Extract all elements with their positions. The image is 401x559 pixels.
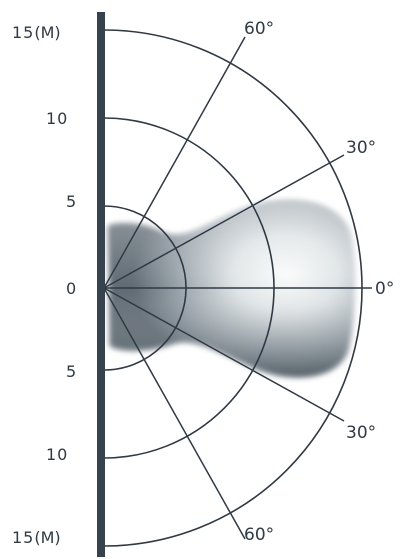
angle-rays: [103, 36, 372, 540]
label-upper-10: 10: [46, 109, 68, 128]
label-angle-lower-30: 30°: [346, 423, 376, 443]
label-lower-10: 10: [46, 445, 68, 464]
label-angle-lower-60: 60°: [244, 525, 274, 545]
label-upper-15: 15(M): [12, 23, 61, 42]
wall-axis-bar: [97, 12, 105, 557]
label-lower-15: 15(M): [12, 528, 61, 547]
label-lower-5: 5: [66, 362, 77, 381]
ray-upper-60: [103, 36, 246, 289]
ray-lower-60: [103, 287, 246, 540]
angle-labels: 60° 30° 0° 30° 60°: [244, 19, 394, 545]
label-angle-upper-30: 30°: [346, 138, 376, 158]
ray-lower-30: [103, 287, 345, 422]
label-angle-zero: 0°: [375, 279, 394, 299]
label-angle-upper-60: 60°: [244, 19, 274, 39]
distance-labels: 15(M) 10 5 0 5 10 15(M): [12, 23, 77, 547]
label-upper-5: 5: [66, 192, 77, 211]
label-zero: 0: [66, 279, 77, 298]
ray-upper-30: [103, 154, 345, 289]
